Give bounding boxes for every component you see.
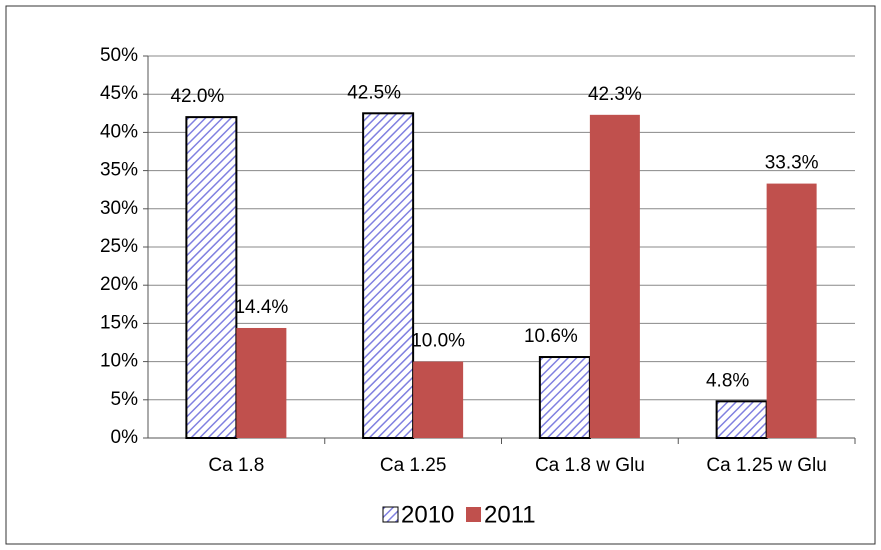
bar xyxy=(589,114,640,438)
y-tick-label: 45% xyxy=(100,83,138,104)
data-label: 14.4% xyxy=(234,297,288,318)
x-tick-label: Ca 1.8 w Glu xyxy=(535,455,645,476)
data-label: 33.3% xyxy=(765,153,819,174)
legend-label: 2010 xyxy=(401,501,454,528)
y-tick-label: 35% xyxy=(100,160,138,181)
y-tick-label: 0% xyxy=(111,427,139,448)
x-tick-label: Ca 1.25 xyxy=(380,455,447,476)
data-label: 42.3% xyxy=(588,84,642,105)
chart-frame xyxy=(5,5,876,545)
bar xyxy=(766,183,817,438)
x-tick-label: Ca 1.8 xyxy=(208,455,264,476)
bar xyxy=(362,112,415,440)
y-tick-label: 20% xyxy=(100,274,138,295)
y-tick-label: 30% xyxy=(100,198,138,219)
legend-swatch xyxy=(382,506,399,523)
data-label: 10.6% xyxy=(524,326,578,347)
data-label: 10.0% xyxy=(411,331,465,352)
bar xyxy=(236,327,287,438)
y-tick-label: 10% xyxy=(100,351,138,372)
legend-swatch xyxy=(466,507,481,522)
data-label: 4.8% xyxy=(706,370,749,391)
bar xyxy=(538,356,591,439)
y-tick-label: 15% xyxy=(100,312,138,333)
y-tick-label: 40% xyxy=(100,121,138,142)
y-tick-label: 25% xyxy=(100,236,138,257)
data-label: 42.5% xyxy=(347,82,401,103)
bar xyxy=(413,361,464,438)
bar xyxy=(185,116,238,440)
legend-label: 2011 xyxy=(484,501,536,528)
data-label: 42.0% xyxy=(170,86,224,107)
y-tick-label: 50% xyxy=(100,45,138,66)
x-tick-label: Ca 1.25 w Glu xyxy=(706,455,826,476)
bar xyxy=(715,400,768,440)
y-tick-label: 5% xyxy=(111,389,139,410)
